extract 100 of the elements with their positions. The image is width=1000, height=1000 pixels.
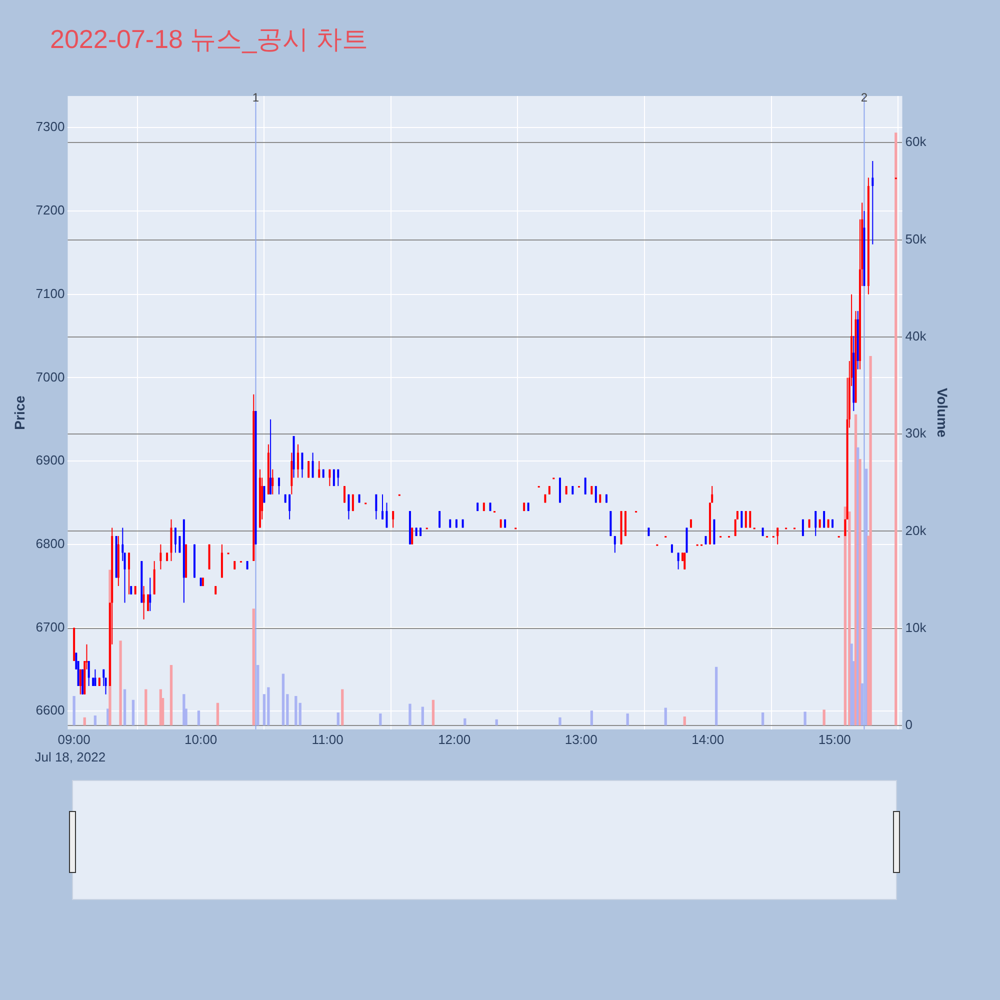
bar [495, 719, 498, 726]
bar [761, 712, 764, 726]
bar [94, 715, 97, 726]
bar [683, 716, 686, 726]
bar [664, 708, 667, 726]
candlestick [594, 486, 597, 504]
candlestick [128, 552, 130, 595]
candlestick [744, 510, 747, 528]
bar [590, 710, 593, 726]
candlestick [178, 536, 181, 554]
y2-tick-label: 50k [905, 231, 927, 246]
y-tick-label: 6600 [36, 702, 65, 718]
candlestick [814, 510, 817, 537]
x-tick-label: 11:00 [312, 732, 344, 747]
x-tick-label: 09:00 [58, 732, 90, 747]
candlestick [160, 544, 162, 570]
y-axis-title: Price [11, 395, 28, 430]
y2-tick-label: 30k [905, 426, 927, 441]
candlestick [174, 527, 176, 554]
bar [558, 717, 562, 726]
y2-axis-title: Volume [934, 388, 951, 438]
bar [282, 674, 285, 726]
y-tick-label: 7000 [36, 369, 65, 384]
y2-tick-label: 0 [905, 717, 912, 732]
candlestick [288, 494, 291, 520]
candlestick [337, 468, 340, 487]
bar [379, 714, 382, 726]
candlestick [278, 477, 280, 495]
y-tick-label: 7200 [36, 202, 65, 218]
candlestick [297, 444, 300, 478]
bar [170, 664, 173, 726]
candlestick [94, 668, 96, 687]
candlestick [375, 494, 378, 520]
candlestick [614, 536, 616, 554]
candlestick [411, 527, 414, 545]
candlestick [263, 486, 266, 504]
candlestick [438, 510, 441, 528]
candlestick [270, 418, 272, 495]
y-tick-label: 7300 [36, 119, 65, 134]
candlestick [312, 452, 314, 478]
bar [294, 696, 298, 726]
candlestick [104, 677, 107, 695]
x-tick-label: 10:00 [184, 732, 218, 747]
candlestick [348, 494, 350, 520]
bar [341, 689, 344, 726]
candlestick [142, 586, 145, 620]
ref-line-label: 1 [252, 90, 260, 104]
y2-tick-label: 20k [905, 522, 927, 538]
ref-line-label: 2 [860, 90, 868, 104]
bar [298, 702, 302, 726]
candlestick [88, 660, 90, 687]
candlestick [149, 577, 152, 612]
bar [216, 702, 220, 726]
bar [869, 356, 872, 726]
bar [252, 608, 255, 726]
y-tick-label: 6900 [36, 452, 65, 468]
candlestick [684, 552, 686, 570]
bar [464, 718, 466, 726]
candlestick [382, 494, 384, 520]
x-tick-label: 15:00 [818, 732, 851, 747]
bar [626, 714, 629, 726]
y-tick-label: 6800 [36, 536, 65, 551]
candlestick [102, 668, 105, 687]
bar [432, 700, 435, 726]
chart-title: 2022-07-18 뉴스_공시 차트 [50, 23, 368, 56]
y2-tick-label: 10k [905, 620, 927, 635]
bar [850, 644, 853, 726]
bar [123, 689, 126, 726]
candlestick [740, 510, 743, 528]
x-tick-label: 14:00 [692, 732, 724, 747]
bar [408, 704, 412, 726]
candlestick [392, 510, 394, 528]
bar [844, 506, 847, 726]
bar [83, 717, 86, 726]
candlestick [749, 510, 752, 528]
bar [197, 710, 200, 726]
bar [858, 459, 862, 726]
bar [336, 712, 340, 726]
x-tick-label: 12:00 [438, 732, 471, 747]
bar [421, 706, 424, 726]
bar [132, 700, 135, 726]
bar [256, 664, 260, 726]
candlestick [318, 460, 320, 478]
bar [72, 696, 76, 726]
candlestick [386, 502, 388, 528]
text: Jul 18, 2022 [34, 749, 106, 764]
candlestick [301, 452, 304, 478]
bar [144, 689, 148, 726]
y-tick-label: 6700 [36, 619, 65, 634]
bar [714, 666, 718, 726]
candlestick [308, 460, 310, 478]
candlestick [584, 477, 586, 495]
bar [822, 710, 826, 726]
candlestick [677, 552, 680, 570]
candlestick [272, 468, 274, 495]
candlestick [776, 527, 779, 545]
y2-tick-label: 40k [905, 328, 927, 344]
bar [894, 132, 898, 726]
candlestick [823, 510, 826, 528]
bar [804, 712, 806, 726]
